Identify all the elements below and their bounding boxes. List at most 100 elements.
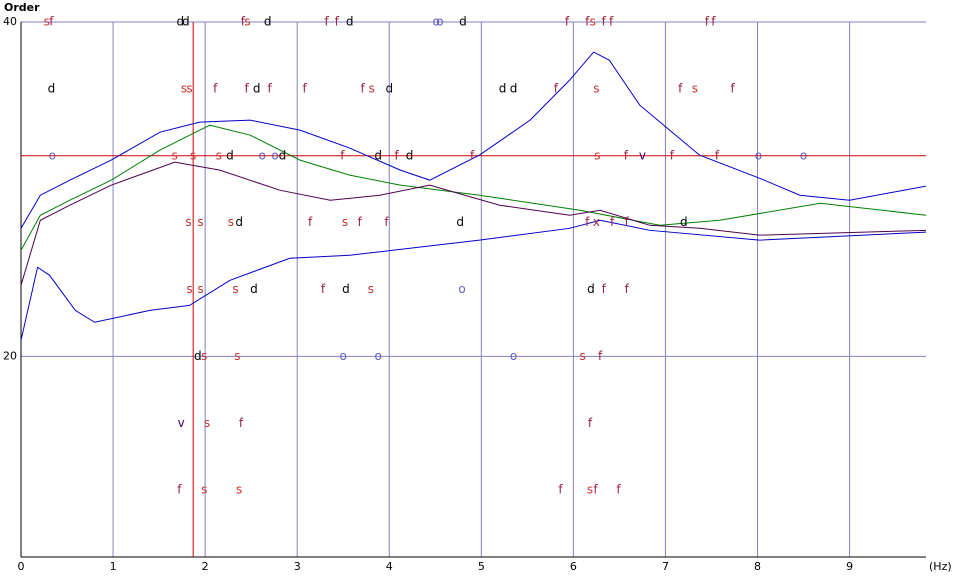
marker: f (565, 15, 570, 29)
marker: f (244, 81, 249, 95)
marker: f (705, 15, 710, 29)
marker: s (342, 215, 348, 229)
x-tick-label: 1 (110, 560, 117, 573)
marker: f (395, 148, 400, 162)
x-tick-label: 0 (18, 560, 25, 573)
marker: s (692, 81, 698, 95)
marker: d (499, 81, 507, 95)
marker: d (510, 81, 518, 95)
marker: f (731, 81, 736, 95)
marker: s (579, 349, 585, 363)
marker: f (267, 81, 272, 95)
marker: f (593, 483, 598, 497)
marker: v (178, 416, 185, 430)
marker: f (625, 282, 630, 296)
marker: f (340, 148, 345, 162)
marker: f (616, 483, 621, 497)
marker: s (204, 416, 210, 430)
marker: s (172, 148, 178, 162)
marker: f (177, 483, 182, 497)
marker: d (587, 282, 595, 296)
marker: f (358, 215, 363, 229)
marker: d (406, 148, 414, 162)
marker: f (602, 15, 607, 29)
marker: d (250, 282, 258, 296)
marker: f (335, 15, 340, 29)
marker: s (368, 282, 374, 296)
marker: f (308, 215, 313, 229)
marker: d (342, 282, 350, 296)
marker: s (228, 215, 234, 229)
marker: f (325, 15, 330, 29)
x-tick-label: 9 (846, 560, 853, 573)
marker: o (49, 148, 56, 162)
marker: d (194, 349, 202, 363)
y-axis-label: Order (4, 1, 40, 14)
marker: f (609, 15, 614, 29)
marker: d (385, 81, 393, 95)
marker: o (755, 148, 762, 162)
marker: s (185, 215, 191, 229)
marker: d (264, 15, 272, 29)
marker: d (374, 148, 382, 162)
marker: f (588, 416, 593, 430)
marker: f (598, 349, 603, 363)
marker: v (639, 148, 646, 162)
marker: o (510, 349, 517, 363)
marker: o (259, 148, 266, 162)
marker: s (234, 349, 240, 363)
marker: s (594, 148, 600, 162)
marker: o (800, 148, 807, 162)
marker: s (216, 148, 222, 162)
marker: d (680, 215, 688, 229)
series-line (20, 51, 927, 229)
marker: f (625, 215, 630, 229)
marker: o (433, 15, 440, 29)
marker: s (587, 483, 593, 497)
marker: o (375, 349, 382, 363)
marker: d (48, 81, 56, 95)
y-tick-label: 20 (3, 349, 17, 362)
marker: d (176, 15, 184, 29)
marker: f (678, 81, 683, 95)
marker: f (470, 148, 475, 162)
marker: o (340, 349, 347, 363)
marker: d (456, 215, 464, 229)
marker: d (459, 15, 467, 29)
marker: f (670, 148, 675, 162)
marker: s (197, 282, 203, 296)
x-tick-label: 3 (294, 560, 301, 573)
marker: s (201, 349, 207, 363)
marker: d (346, 15, 354, 29)
x-tick-label: 7 (662, 560, 669, 573)
marker: f (558, 483, 563, 497)
marker: f (602, 282, 607, 296)
marker: f (360, 81, 365, 95)
marker: s (593, 81, 599, 95)
marker: s (244, 15, 250, 29)
marker: f (624, 148, 629, 162)
x-tick-label: 5 (478, 560, 485, 573)
marker: f (585, 15, 590, 29)
marker: d (235, 215, 243, 229)
marker: s (197, 215, 203, 229)
marker: f (241, 15, 246, 29)
marker: f (321, 282, 326, 296)
y-tick-label: 40 (3, 15, 17, 28)
marker: o (436, 15, 443, 29)
marker: s (186, 81, 192, 95)
marker: o (458, 282, 465, 296)
marker: f (711, 15, 716, 29)
series-line (20, 219, 927, 341)
marker: f (715, 148, 720, 162)
marker: f (610, 215, 615, 229)
marker: f (585, 215, 590, 229)
x-tick-label: 6 (570, 560, 577, 573)
marker: s (201, 483, 207, 497)
marker: x (593, 215, 600, 229)
series-line (20, 161, 927, 286)
marker: f (213, 81, 218, 95)
